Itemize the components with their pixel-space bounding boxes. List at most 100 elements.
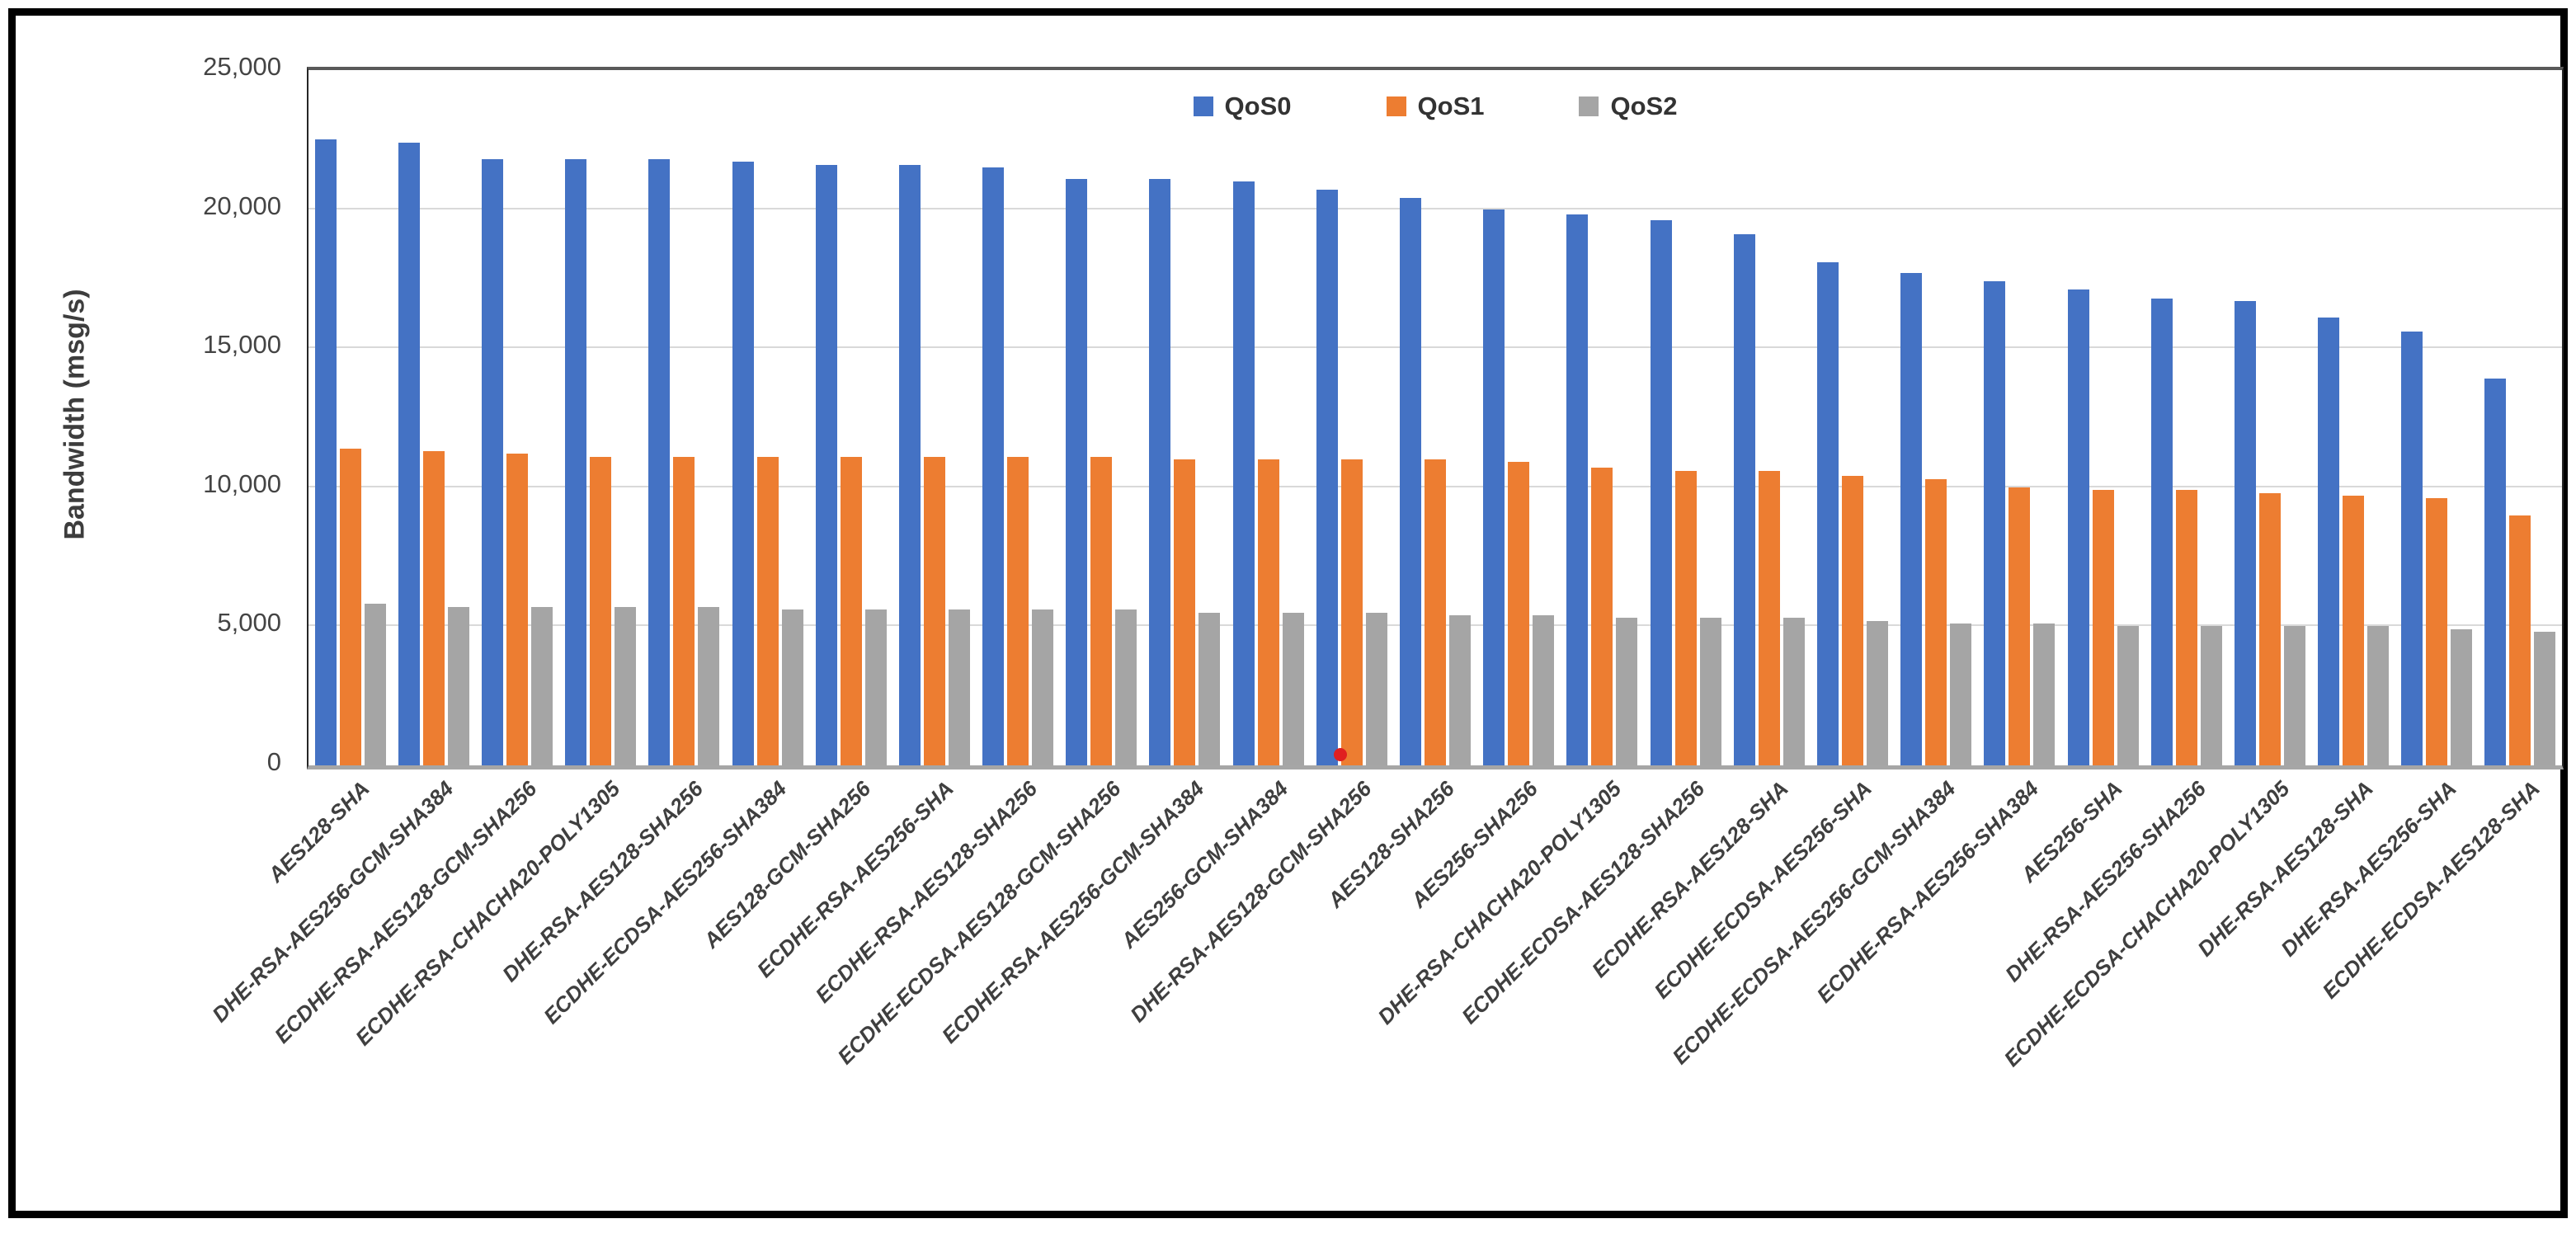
bar-qos2 <box>698 606 720 765</box>
bar-qos0 <box>1566 214 1589 765</box>
bar-qos1 <box>422 450 445 765</box>
bar-qos0 <box>2067 289 2089 765</box>
bar-qos1 <box>1841 476 1863 765</box>
y-tick-label: 15,000 <box>203 330 281 360</box>
bar-qos2 <box>948 609 970 765</box>
bar-qos1 <box>1174 459 1196 765</box>
bar-qos1 <box>1758 470 1780 765</box>
bar-qos2 <box>1866 620 1888 765</box>
bar-group <box>1393 70 1476 765</box>
bar-qos0 <box>1650 220 1672 765</box>
bar-group <box>809 70 892 765</box>
bar-qos2 <box>1699 618 1721 765</box>
bar-qos0 <box>1066 178 1088 765</box>
y-tick-label: 25,000 <box>203 52 281 81</box>
legend-item-qos1: QoS1 <box>1386 92 1484 121</box>
bar-qos1 <box>2343 495 2365 765</box>
bar-qos2 <box>1449 614 1472 765</box>
bar-qos1 <box>923 456 945 765</box>
bar-qos2 <box>2283 626 2305 765</box>
bar-qos1 <box>756 456 779 765</box>
bar-qos1 <box>1591 468 1613 765</box>
bar-group <box>308 70 392 765</box>
bar-group <box>559 70 643 765</box>
y-tick-label: 10,000 <box>203 468 281 498</box>
bar-qos2 <box>1365 612 1387 765</box>
bar-qos1 <box>506 454 528 765</box>
bar-qos0 <box>1483 209 1505 765</box>
bar-qos1 <box>1425 459 1447 765</box>
bar-qos1 <box>1257 459 1279 765</box>
bar-qos0 <box>398 142 420 765</box>
bar-group <box>1644 70 1727 765</box>
bar-qos0 <box>314 139 337 765</box>
bar-group <box>1143 70 1227 765</box>
bar-qos1 <box>1925 478 1947 765</box>
bar-group <box>2145 70 2228 765</box>
bar-qos0 <box>1984 281 2006 765</box>
bar-group <box>1561 70 1644 765</box>
bar-qos0 <box>1816 261 1839 765</box>
bar-group <box>1477 70 1561 765</box>
bar-qos2 <box>1115 609 1137 765</box>
bar-qos2 <box>781 609 803 765</box>
bar-group <box>1978 70 2061 765</box>
bar-qos2 <box>2534 632 2556 765</box>
bar-qos2 <box>1950 624 1972 765</box>
bar-qos0 <box>1733 233 1755 765</box>
bar-qos2 <box>864 609 887 765</box>
bar-group <box>2061 70 2145 765</box>
x-tick-label: AES256-GCM-SHA384 <box>1115 776 1293 953</box>
chart-outer-frame: Bandwidth (msg/s) 0 5,000 10,000 15,000 20,0… <box>8 8 2568 1218</box>
bar-qos2 <box>1533 614 1555 765</box>
bar-qos0 <box>815 164 837 765</box>
bar-qos0 <box>2150 298 2173 765</box>
bar-qos2 <box>1282 612 1304 765</box>
bar-qos2 <box>530 606 553 765</box>
legend-item-qos0: QoS0 <box>1193 92 1292 121</box>
bar-group <box>892 70 976 765</box>
bar-qos1 <box>339 448 361 765</box>
bar-qos1 <box>2009 487 2031 765</box>
bar-qos0 <box>2484 379 2507 765</box>
bar-qos1 <box>1508 462 1530 765</box>
bar-qos0 <box>481 158 503 765</box>
bar-qos0 <box>1900 273 1923 765</box>
x-axis: AES128-SHA DHE-RSA-AES256-GCM-SHA384 ECDHE… <box>207 771 2560 1233</box>
bar-qos0 <box>1316 190 1338 765</box>
bar-qos0 <box>2318 318 2340 765</box>
x-tick-label: AES128-GCM-SHA256 <box>698 776 875 953</box>
bar-qos1 <box>2509 515 2531 765</box>
legend-swatch-icon <box>1193 96 1213 116</box>
bar-qos0 <box>2401 331 2423 765</box>
bar-group <box>475 70 558 765</box>
bar-qos2 <box>2200 626 2222 765</box>
bar-qos0 <box>898 164 921 765</box>
y-tick-label: 5,000 <box>217 608 281 638</box>
bar-group <box>1227 70 1310 765</box>
bar-qos1 <box>2426 498 2448 765</box>
bar-qos2 <box>2451 628 2473 765</box>
bar-qos1 <box>1340 459 1363 765</box>
bar-qos0 <box>1149 178 1171 765</box>
legend: QoS0 QoS1 QoS2 <box>308 92 2562 121</box>
bar-qos1 <box>1674 470 1697 765</box>
bar-qos1 <box>840 456 862 765</box>
bar-qos2 <box>1616 618 1638 765</box>
bar-group <box>726 70 809 765</box>
gridline <box>308 207 2562 209</box>
legend-item-qos2: QoS2 <box>1579 92 1677 121</box>
legend-swatch-icon <box>1386 96 1406 116</box>
bar-qos0 <box>1400 198 1422 765</box>
bar-qos0 <box>565 158 587 765</box>
bar-group <box>643 70 726 765</box>
bar-qos2 <box>1032 609 1054 765</box>
bar-qos2 <box>1782 618 1805 765</box>
bar-group <box>392 70 475 765</box>
bar-qos2 <box>447 606 469 765</box>
bar-qos1 <box>1090 456 1113 765</box>
bar-group <box>1310 70 1393 765</box>
bar-qos2 <box>2367 626 2390 765</box>
bar-qos0 <box>732 162 754 765</box>
plot-area: QoS0 QoS1 QoS2 <box>307 67 2564 769</box>
